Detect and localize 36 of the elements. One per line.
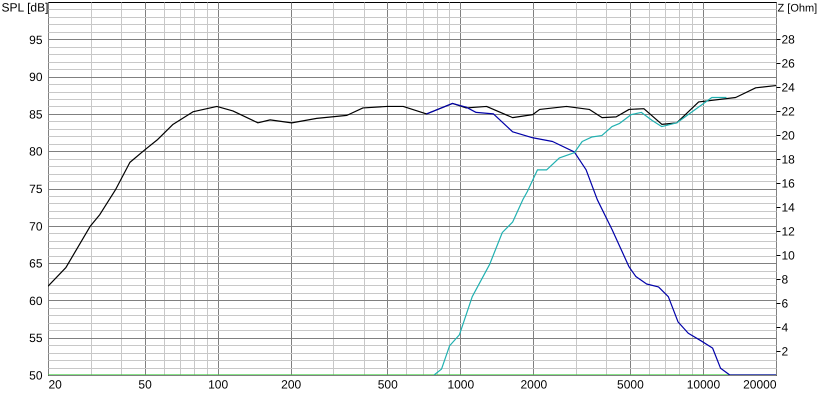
x-tick-label: 50: [138, 378, 152, 392]
y-tick-label: 95: [29, 32, 43, 47]
x-tick-label: 500: [378, 378, 398, 392]
y-tick-label: 80: [29, 144, 43, 159]
y2-tick-label: 20: [782, 128, 796, 143]
x-tick-label: 2000: [520, 378, 548, 392]
x-tick-label: 5000: [617, 378, 644, 392]
y2-tick-label: 10: [782, 248, 796, 263]
y-tick-label: 75: [29, 182, 43, 196]
y2-tick-label: 6: [782, 296, 788, 311]
y2-tick-label: 22: [782, 104, 796, 119]
x-tick-label: 20000: [743, 378, 777, 392]
y-tick-label: 50: [29, 368, 43, 382]
y-axis-title: SPL [dB]: [2, 0, 48, 14]
y2-axis-title: Z [Ohm]: [778, 2, 818, 14]
y-tick-label: 55: [29, 331, 43, 346]
y2-tick-label: 16: [782, 176, 796, 191]
x-tick-label: 10000: [686, 378, 720, 392]
y2-tick-label: 4: [782, 320, 788, 335]
y2-tick-label: 8: [782, 272, 788, 287]
x-tick-label: 20: [48, 378, 62, 392]
y-tick-label: 70: [29, 219, 43, 234]
y-tick-label: 60: [29, 294, 43, 308]
y-tick-label: 65: [29, 256, 43, 271]
y2-tick-label: 2: [782, 344, 788, 359]
y2-tick-label: 18: [782, 152, 796, 167]
y-tick-label: 90: [29, 70, 43, 84]
y2-tick-label: 24: [782, 80, 796, 95]
y2-tick-label: 12: [782, 224, 796, 239]
x-tick-label: 200: [281, 378, 302, 392]
x-tick-label: 1000: [447, 378, 474, 392]
y2-tick-label: 26: [782, 56, 796, 71]
y-tick-label: 85: [29, 107, 43, 122]
x-tick-label: 100: [208, 378, 228, 392]
y2-tick-label: 28: [782, 32, 796, 47]
y2-tick-label: 14: [782, 200, 796, 215]
